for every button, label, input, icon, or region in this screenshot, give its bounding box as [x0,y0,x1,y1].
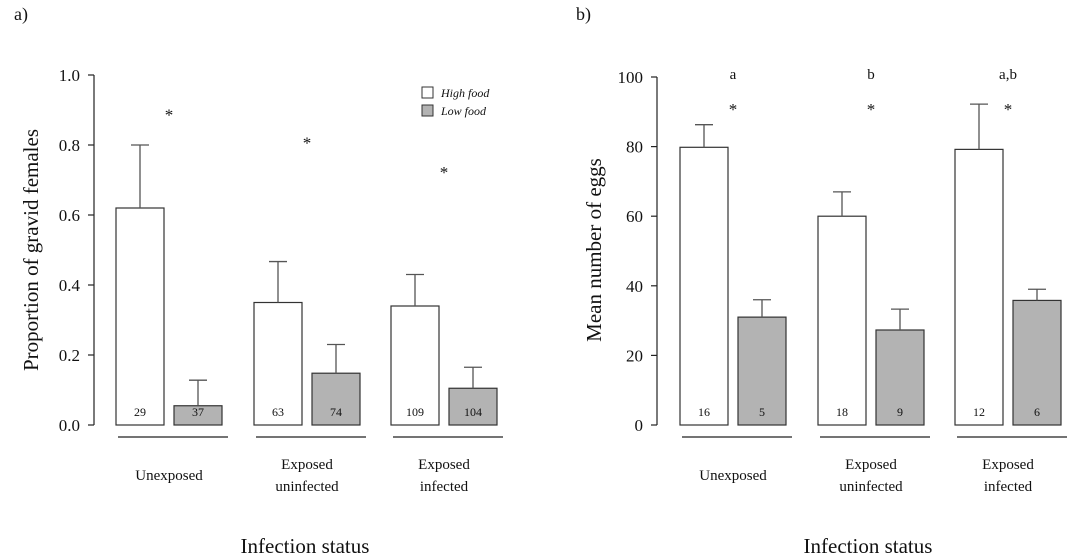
panel-a-sample-size: 109 [406,405,424,419]
panel-b-ytick-label: 0 [635,416,644,435]
panel-a-bar [311,372,361,426]
panel-a-chart: a) 0.0 0.2 0.4 0.6 0.8 1.0 Proportion of gravid… [14,4,503,495]
panel-b-group-letter: a,b [999,67,1017,83]
panel-a-ytick-label: 0.4 [59,276,81,295]
legend-label: Low food [440,104,487,118]
panel-b-yaxis-title: Mean number of eggs [582,158,606,342]
panel-b-category-label: Exposed infected [982,457,1034,495]
panel-a-xaxis-title: Infection status [241,534,370,556]
panel-b-ytick-label: 60 [626,207,643,226]
legend-swatch [421,104,434,117]
panel-a-sample-size: 29 [134,405,146,419]
legend-label: High food [440,86,490,100]
panel-b-bar [737,316,787,426]
panel-a-ytick-label: 1.0 [59,66,80,85]
panel-a-significance-star: * [303,133,312,152]
panel-b-ytick-label: 40 [626,277,643,296]
panel-a-sample-size: 37 [192,405,204,419]
legend-swatch [421,86,434,99]
panel-b-sample-size: 5 [759,405,765,419]
panel-a-bar [253,301,303,426]
panel-a-significance-star: * [440,163,449,182]
panel-b-sample-size: 18 [836,405,848,419]
panel-b-bar [954,148,1004,426]
panel-a-ytick-label: 0.6 [59,206,80,225]
panel-b-significance-star: * [729,100,738,119]
legend: High food Low food [421,86,490,118]
panel-a-ytick-label: 0.2 [59,346,80,365]
panel-a-ytick-label: 0.0 [59,416,80,435]
panel-a-category-label: Exposed uninfected [275,457,339,495]
panel-a-category-label: Exposed infected [418,457,470,495]
panel-b-bar [1012,299,1062,426]
panel-b-ytick-label: 20 [626,346,643,365]
panel-a-sample-size: 63 [272,405,284,419]
panel-b-ytick-label: 100 [618,68,644,87]
panel-a-yaxis-title: Proportion of gravid females [19,129,43,371]
panel-a-significance-star: * [165,105,174,124]
panel-b-group-letter: a [730,67,737,83]
panel-b-sample-size: 9 [897,405,903,419]
panel-b-bar [679,146,729,426]
panel-b-category-label: Exposed uninfected [839,457,903,495]
panel-a-bar [390,305,440,426]
panel-b-significance-star: * [1004,100,1013,119]
panel-b-bar [817,215,867,426]
panel-a-label: a) [14,4,28,25]
panel-a-sample-size: 74 [330,405,342,419]
panel-b-label: b) [576,4,591,25]
panel-a-sample-size: 104 [464,405,482,419]
panel-b-chart: b) 0 20 40 60 80 100 Mean number of eggs 16 5 Unex… [576,4,1067,495]
panel-b-group-letter: b [867,67,875,83]
panel-b-category-label: Unexposed [699,468,767,484]
panel-b-xaxis-title: Infection status [804,534,933,556]
panel-b-sample-size: 12 [973,405,985,419]
panel-b-sample-size: 6 [1034,405,1040,419]
panel-a-category-label: Unexposed [135,468,203,484]
panel-b-sample-size: 16 [698,405,710,419]
panel-b-bar [875,329,925,426]
panel-a-bar [115,207,165,426]
panel-b-ytick-label: 80 [626,138,643,157]
panel-a-ytick-label: 0.8 [59,136,80,155]
panel-b-significance-star: * [867,100,876,119]
